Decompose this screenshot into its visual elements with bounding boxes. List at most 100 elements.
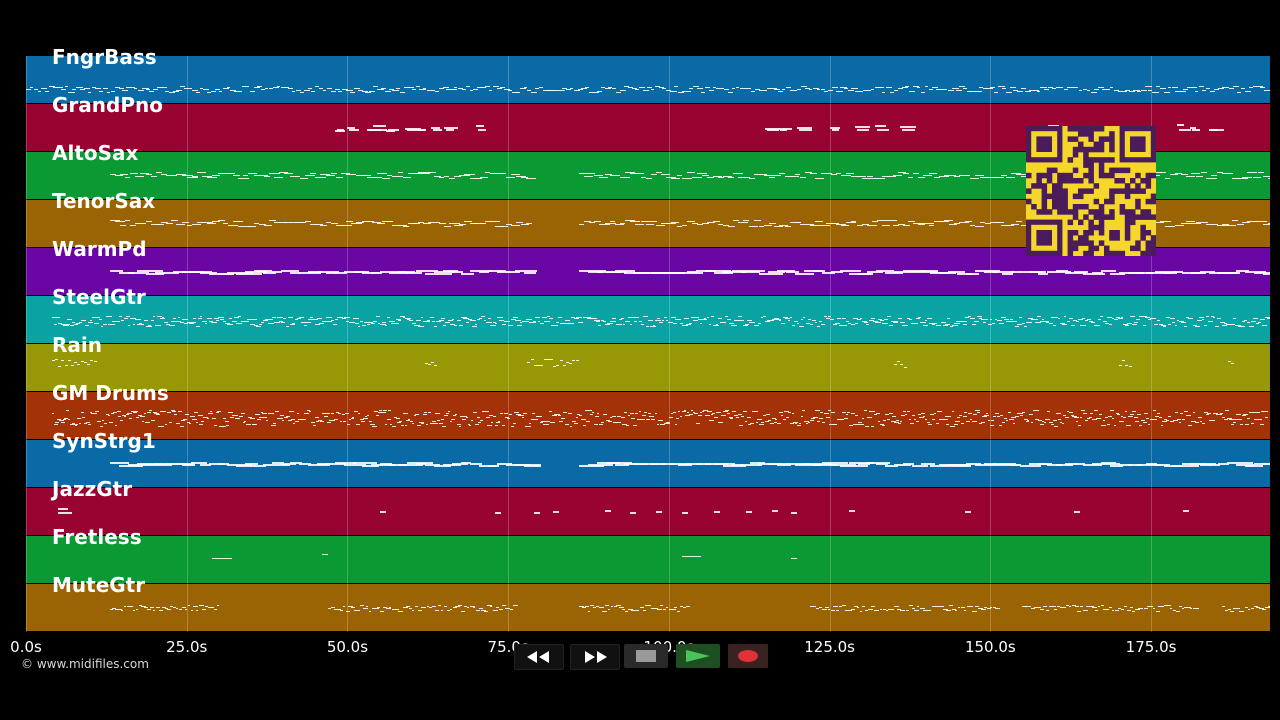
midi-note bbox=[170, 321, 176, 322]
midi-note bbox=[749, 270, 765, 272]
midi-note bbox=[674, 607, 677, 608]
midi-note bbox=[738, 177, 746, 178]
midi-note bbox=[145, 464, 172, 466]
midi-note bbox=[400, 92, 406, 93]
midi-note bbox=[76, 418, 82, 419]
midi-note bbox=[584, 410, 590, 411]
midi-note bbox=[1227, 609, 1232, 610]
midi-note bbox=[780, 323, 786, 324]
fast-forward-button[interactable] bbox=[570, 644, 620, 670]
midi-note bbox=[722, 271, 747, 273]
midi-note bbox=[751, 91, 756, 92]
midi-note bbox=[485, 172, 491, 173]
midi-note bbox=[341, 225, 352, 226]
midi-note bbox=[434, 91, 440, 92]
midi-note bbox=[638, 321, 643, 322]
midi-note bbox=[742, 325, 748, 326]
midi-note bbox=[964, 175, 971, 176]
midi-note bbox=[1098, 87, 1104, 88]
midi-note bbox=[1102, 321, 1107, 322]
midi-note bbox=[581, 88, 587, 89]
midi-note bbox=[397, 422, 402, 423]
midi-note bbox=[278, 321, 284, 322]
midi-note bbox=[299, 92, 305, 93]
midi-note bbox=[1039, 609, 1045, 610]
midi-note bbox=[369, 91, 375, 92]
midi-note bbox=[224, 421, 230, 422]
midi-note bbox=[400, 316, 405, 317]
midi-note bbox=[1236, 414, 1242, 415]
midi-note bbox=[1009, 87, 1016, 88]
midi-note bbox=[764, 175, 774, 176]
midi-note bbox=[600, 422, 604, 423]
midi-note bbox=[1197, 320, 1202, 321]
midi-note bbox=[1237, 419, 1242, 420]
midi-note bbox=[851, 221, 857, 222]
midi-note bbox=[692, 223, 699, 224]
midi-note bbox=[226, 87, 230, 88]
midi-note bbox=[1128, 366, 1132, 367]
midi-note bbox=[1221, 173, 1228, 174]
midi-note bbox=[280, 463, 296, 465]
midi-note bbox=[1158, 324, 1163, 325]
midi-note bbox=[1018, 413, 1024, 414]
midi-note bbox=[1158, 606, 1164, 607]
midi-note bbox=[407, 129, 421, 131]
midi-note bbox=[965, 463, 981, 465]
midi-note bbox=[948, 416, 951, 417]
midi-note bbox=[1016, 413, 1020, 414]
midi-note bbox=[913, 173, 919, 174]
midi-note bbox=[105, 414, 110, 415]
midi-note bbox=[1125, 90, 1130, 91]
midi-note bbox=[217, 173, 224, 174]
midi-note bbox=[1190, 87, 1197, 88]
midi-note bbox=[240, 413, 245, 414]
midi-note bbox=[980, 222, 986, 223]
midi-note bbox=[832, 424, 837, 425]
midi-note bbox=[1242, 611, 1245, 612]
stop-button[interactable] bbox=[624, 644, 668, 668]
midi-note bbox=[186, 322, 192, 323]
time-tick-label: 125.0s bbox=[804, 638, 855, 656]
midi-note bbox=[1034, 607, 1038, 608]
midi-note bbox=[412, 610, 415, 611]
midi-note bbox=[319, 323, 324, 324]
midi-note bbox=[666, 320, 669, 321]
midi-note bbox=[355, 323, 360, 324]
midi-note bbox=[237, 418, 240, 419]
midi-note bbox=[26, 89, 31, 90]
midi-note bbox=[1165, 420, 1169, 421]
midi-note bbox=[447, 411, 451, 412]
midi-note bbox=[929, 323, 935, 324]
midi-note bbox=[1027, 420, 1030, 421]
midi-note bbox=[900, 322, 905, 323]
midi-note bbox=[1225, 87, 1230, 88]
midi-note bbox=[1264, 417, 1269, 418]
midi-note bbox=[374, 608, 380, 609]
midi-note bbox=[186, 225, 192, 226]
midi-note bbox=[1262, 463, 1270, 465]
midi-note bbox=[423, 223, 432, 224]
midi-note bbox=[776, 464, 792, 466]
midi-note bbox=[1010, 173, 1022, 174]
midi-note bbox=[1123, 606, 1127, 607]
midi-note bbox=[1035, 322, 1041, 323]
record-button[interactable] bbox=[728, 644, 768, 668]
midi-note bbox=[938, 176, 950, 177]
midi-note bbox=[932, 87, 938, 88]
midi-note bbox=[123, 318, 128, 319]
midi-note bbox=[610, 606, 613, 607]
rewind-button[interactable] bbox=[514, 644, 564, 670]
midi-note bbox=[125, 414, 129, 415]
midi-note bbox=[875, 322, 881, 323]
midi-note bbox=[235, 418, 239, 419]
midi-note bbox=[77, 364, 81, 365]
midi-note bbox=[442, 87, 449, 88]
midi-note bbox=[488, 318, 491, 319]
midi-note bbox=[827, 609, 830, 610]
play-button[interactable] bbox=[676, 644, 720, 668]
midi-note bbox=[704, 87, 711, 88]
midi-note bbox=[74, 362, 78, 363]
midi-note bbox=[587, 611, 591, 612]
midi-note bbox=[312, 425, 316, 426]
